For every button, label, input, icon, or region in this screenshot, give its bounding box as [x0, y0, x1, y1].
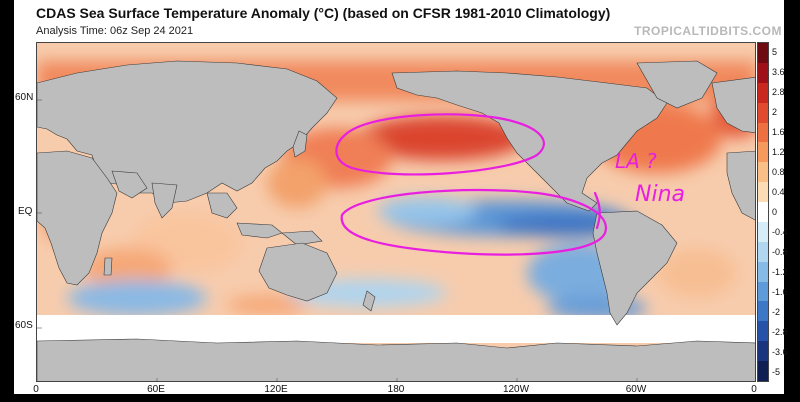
lon-label-120e: 120E: [264, 384, 288, 395]
colorbar-label: 1.2: [772, 147, 785, 157]
colorbar-segment: [758, 62, 768, 83]
colorbar-segment: [758, 341, 768, 361]
annotation-arrow: [593, 191, 601, 230]
new-guinea: [281, 230, 323, 246]
bottom-frame-border: [0, 394, 800, 402]
land-masses: [37, 60, 755, 381]
right-frame-border: [784, 0, 800, 402]
greenland: [636, 60, 718, 109]
colorbar-label: 1.6: [772, 127, 785, 137]
colorbar-label: -2.8: [772, 327, 788, 337]
lat-label-60n: 60N: [15, 92, 34, 103]
borneo: [236, 222, 283, 239]
graticule-ticks: [37, 99, 638, 381]
map-canvas: LA ? Nina: [37, 43, 755, 381]
colorbar-label: -2: [772, 307, 781, 317]
madagascar: [103, 257, 113, 276]
map-title: CDAS Sea Surface Temperature Anomaly (°C…: [36, 5, 611, 21]
lon-label-0-left: 0: [33, 384, 39, 395]
lon-label-60e: 60E: [147, 384, 165, 395]
annotation-nina: Nina: [635, 182, 685, 207]
left-frame-border: [0, 0, 14, 402]
colorbar-label: -5: [772, 367, 781, 377]
japan: [292, 130, 308, 158]
colorbar-label: 2.8: [772, 87, 785, 97]
lat-label-60s: 60S: [15, 320, 33, 331]
lon-label-120w: 120W: [502, 384, 530, 395]
colorbar: [757, 42, 769, 382]
colorbar-label: 0.8: [772, 167, 785, 177]
colorbar-segment: [758, 321, 768, 342]
colorbar-label: 2: [772, 107, 778, 117]
lon-label-60w: 60W: [625, 384, 647, 395]
la-nina-circle: [340, 188, 607, 256]
colorbar-label: -0.4: [772, 227, 788, 237]
colorbar-segment: [758, 102, 768, 123]
africa-east-wrap: [726, 150, 755, 221]
colorbar-label: 5: [772, 47, 778, 57]
antarctic-sea-ice: [37, 315, 755, 343]
colorbar-segment: [758, 43, 768, 63]
colorbar-segment: [758, 261, 768, 282]
colorbar-segment: [758, 182, 768, 202]
lon-label-0-right: 0: [751, 384, 757, 395]
new-zealand: [362, 290, 376, 312]
colorbar-label: -3.6: [772, 347, 788, 357]
sst-anomaly-map: LA ? Nina: [36, 42, 756, 382]
colorbar-segment: [758, 361, 768, 381]
australia: [258, 242, 338, 302]
colorbar-segment: [758, 281, 768, 302]
colorbar-segment: [758, 301, 768, 322]
colorbar-label: -1.6: [772, 287, 788, 297]
colorbar-segment: [758, 221, 768, 242]
colorbar-segment: [758, 162, 768, 183]
brand-watermark: TROPICALTIDBITS.COM: [634, 24, 782, 38]
indochina: [206, 192, 238, 219]
colorbar-label: 3.6: [772, 67, 785, 77]
colorbar-segment: [758, 82, 768, 103]
annotation-la: LA ?: [615, 149, 657, 173]
colorbar-segment: [758, 241, 768, 262]
colorbar-label: -0.8: [772, 247, 788, 257]
lat-label-eq: EQ: [18, 206, 33, 217]
colorbar-segment: [758, 122, 768, 143]
colorbar-label: 0.4: [772, 187, 785, 197]
ne-pacific-warm-circle: [335, 113, 545, 176]
hand-annotations: [335, 113, 607, 256]
arabia: [111, 170, 148, 199]
analysis-time: Analysis Time: 06z Sep 24 2021: [36, 25, 194, 37]
lon-label-180: 180: [387, 384, 405, 395]
antarctica: [37, 338, 755, 381]
india: [151, 182, 178, 219]
colorbar-segment: [758, 202, 768, 222]
colorbar-segment: [758, 142, 768, 163]
eurasia: [37, 60, 338, 204]
colorbar-label: -1.2: [772, 267, 788, 277]
colorbar-label: 0: [772, 207, 778, 217]
south-america: [592, 210, 678, 326]
north-america: [391, 70, 668, 212]
europe-wrap: [711, 76, 755, 134]
africa: [37, 150, 118, 286]
